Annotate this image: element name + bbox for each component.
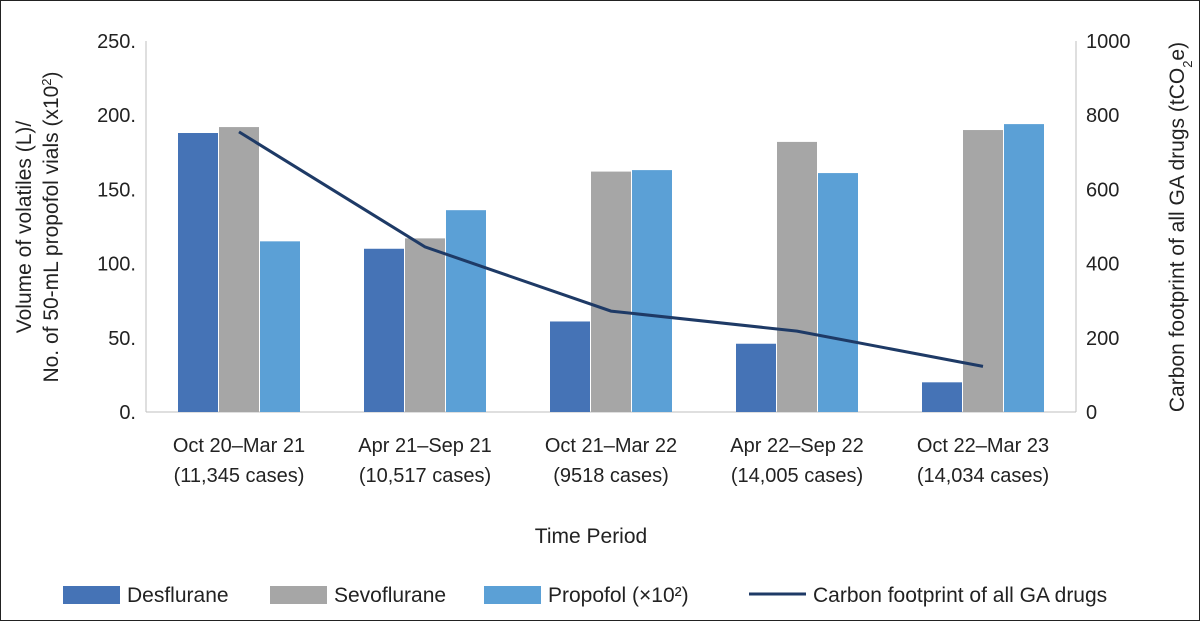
propofol-bar-2 [632,170,672,412]
right-y-tick-labels: 0 200 400 600 800 1000 [1086,31,1131,424]
desflurane-bar-1 [364,248,404,412]
propofol-bar-4 [1004,124,1044,412]
propofol-bar-1 [446,210,486,412]
left-y-tick-5: 250. [97,31,136,53]
legend-label-3: Carbon footprint of all GA drugs [813,584,1107,607]
x-tick-2-line2: (9518 cases) [553,465,669,487]
right-y-tick-0: 0 [1086,402,1097,424]
left-y-axis-title-line1: Volume of volatiles (L)/ [13,121,36,334]
left-y-tick-0: 0. [119,402,136,424]
left-y-tick-1: 50. [108,328,136,350]
x-tick-0-line1: Oct 20–Mar 21 [173,435,305,457]
x-axis-title: Time Period [535,525,647,548]
x-tick-4-line1: Oct 22–Mar 23 [917,435,1049,457]
carbon-footprint-line [238,130,984,368]
x-tick-1-line1: Apr 21–Sep 21 [358,435,491,457]
sevoflurane-bar-4 [963,130,1003,413]
x-tick-labels: Oct 20–Mar 21 (11,345 cases) Apr 21–Sep 21… [173,435,1049,487]
bars [178,124,1044,413]
x-tick-3-line1: Apr 22–Sep 22 [730,435,863,457]
sevoflurane-bar-0 [219,127,259,413]
legend-swatch-2 [484,586,541,604]
right-y-tick-1: 200 [1086,328,1119,350]
desflurane-bar-2 [550,321,590,412]
legend-label-2: Propofol (×10²) [548,584,689,607]
propofol-bar-0 [260,241,300,412]
right-y-axis-title: Carbon footprint of all GA drugs (tCO2e) [1166,42,1195,412]
left-y-tick-3: 150. [97,179,136,201]
sevoflurane-bar-3 [777,141,817,413]
left-y-tick-4: 200. [97,105,136,127]
desflurane-bar-3 [736,343,776,412]
x-tick-4-line2: (14,034 cases) [917,465,1049,487]
x-tick-3-line2: (14,005 cases) [731,465,863,487]
desflurane-bar-4 [922,382,962,412]
right-y-tick-3: 600 [1086,179,1119,201]
legend-swatch-1 [270,586,327,604]
x-tick-1-line2: (10,517 cases) [359,465,491,487]
legend-label-1: Sevoflurane [334,584,446,607]
sevoflurane-bar-1 [405,238,445,412]
left-y-tick-labels: 0. 50. 100. 150. 200. 250. [97,31,136,424]
right-y-tick-4: 800 [1086,105,1119,127]
propofol-bar-3 [818,173,858,412]
x-tick-2-line1: Oct 21–Mar 22 [545,435,677,457]
x-tick-0-line2: (11,345 cases) [174,465,305,487]
desflurane-bar-0 [178,133,218,412]
right-y-tick-2: 400 [1086,254,1119,276]
sevoflurane-bar-2 [591,171,631,412]
left-y-axis-title-line2: No. of 50-mL propofol vials (x102) [39,71,64,382]
legend-label-0: Desflurane [127,584,229,607]
legend: Desflurane Sevoflurane Propofol (×10²) Carb… [63,584,1107,607]
left-y-tick-2: 100. [97,254,136,276]
right-y-tick-5: 1000 [1086,31,1131,53]
legend-swatch-0 [63,586,120,604]
